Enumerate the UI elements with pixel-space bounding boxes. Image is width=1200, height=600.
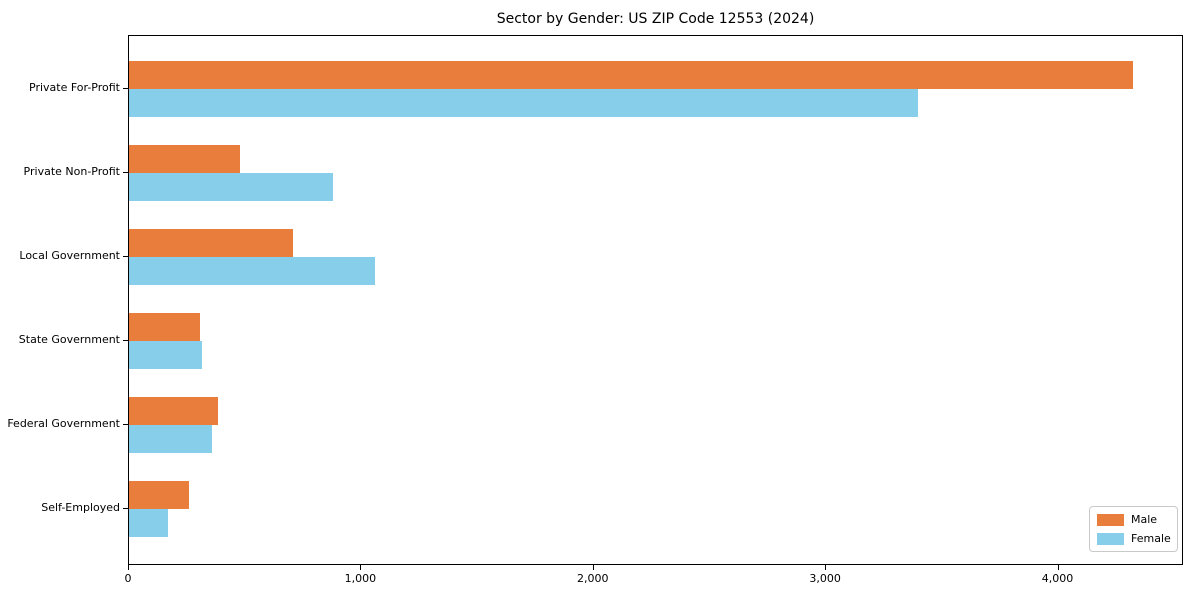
bar-male-1 xyxy=(129,145,241,173)
legend-item-female: Female xyxy=(1097,532,1171,545)
y-tick-label: State Government xyxy=(18,333,120,346)
x-tick xyxy=(1057,565,1059,570)
bar-male-3 xyxy=(129,313,200,341)
chart-title: Sector by Gender: US ZIP Code 12553 (202… xyxy=(496,11,815,27)
x-tick-label: 1,000 xyxy=(344,572,377,585)
bar-male-5 xyxy=(129,481,190,509)
bar-female-1 xyxy=(129,173,334,201)
bar-female-2 xyxy=(129,257,375,285)
x-tick xyxy=(592,565,594,570)
legend-swatch-female-icon xyxy=(1097,532,1124,545)
bar-female-5 xyxy=(129,509,169,537)
bar-male-4 xyxy=(129,397,219,425)
x-tick xyxy=(128,565,129,570)
x-tick-label: 3,000 xyxy=(809,572,841,585)
y-tick-label: Private Non-Profit xyxy=(23,165,120,178)
legend-label: Male xyxy=(1131,513,1158,526)
legend-label: Female xyxy=(1131,532,1171,545)
legend-item-male: Male xyxy=(1097,513,1169,526)
legend-swatch-male-icon xyxy=(1097,513,1124,526)
bar-female-0 xyxy=(129,89,918,117)
x-tick-label: 4,000 xyxy=(1041,572,1074,585)
plot-area xyxy=(128,35,1183,565)
legend: Male Female xyxy=(1089,506,1178,552)
y-tick-label: Local Government xyxy=(19,249,120,262)
y-tick-label: Federal Government xyxy=(7,417,120,430)
y-tick-label: Self-Employed xyxy=(41,501,120,514)
x-tick xyxy=(825,565,827,570)
bar-female-3 xyxy=(129,341,203,369)
bar-male-0 xyxy=(129,61,1134,89)
x-tick xyxy=(360,565,362,570)
x-tick-label: 2,000 xyxy=(577,572,609,585)
bar-female-4 xyxy=(129,425,213,453)
bar-male-2 xyxy=(129,229,293,257)
y-tick-label: Private For-Profit xyxy=(29,81,120,94)
x-tick-label: 0 xyxy=(124,572,132,585)
